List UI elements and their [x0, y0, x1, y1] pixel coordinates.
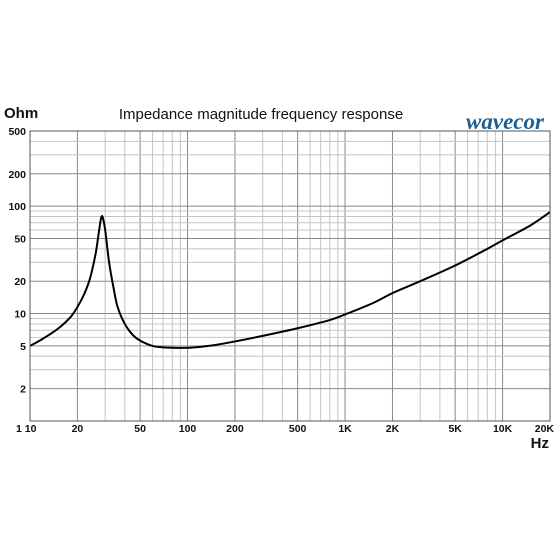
y-tick-label: 100 — [8, 201, 26, 213]
x-tick-label: 5K — [448, 423, 462, 435]
chart-title: Impedance magnitude frequency response — [119, 106, 403, 123]
plot-frame — [29, 130, 551, 422]
y-tick-label: 20 — [14, 276, 26, 288]
y-tick-label: 200 — [8, 169, 26, 181]
grid — [29, 130, 551, 422]
x-tick-label: 200 — [226, 423, 244, 435]
y-tick-label: 2 — [20, 384, 26, 396]
x-tick-label: 10K — [493, 423, 513, 435]
wavecor-logo: wavecor — [466, 109, 545, 134]
y-tick-label: 50 — [14, 233, 26, 245]
x-axis-unit-label: Hz — [531, 435, 549, 452]
plot-area — [30, 131, 550, 421]
y-tick-label: 10 — [14, 309, 26, 321]
y-tick-label: 500 — [8, 126, 26, 138]
x-tick-label: 20K — [535, 423, 555, 435]
y-tick-label: 5 — [20, 341, 26, 353]
impedance-curve — [29, 211, 551, 349]
tick-labels: 1 10 20 50 100 200 500 1K 2K 5K 10K 20K 2 5 10 20 50 100… — [8, 126, 554, 435]
x-tick-label: 2K — [386, 423, 400, 435]
x-tick-label: 1K — [338, 423, 352, 435]
x-tick-label: 1 10 — [16, 423, 37, 435]
x-tick-label: 50 — [134, 423, 146, 435]
x-tick-label: 100 — [179, 423, 197, 435]
x-tick-label: 500 — [289, 423, 307, 435]
y-axis-unit-label: Ohm — [4, 105, 38, 122]
x-tick-label: 20 — [72, 423, 84, 435]
